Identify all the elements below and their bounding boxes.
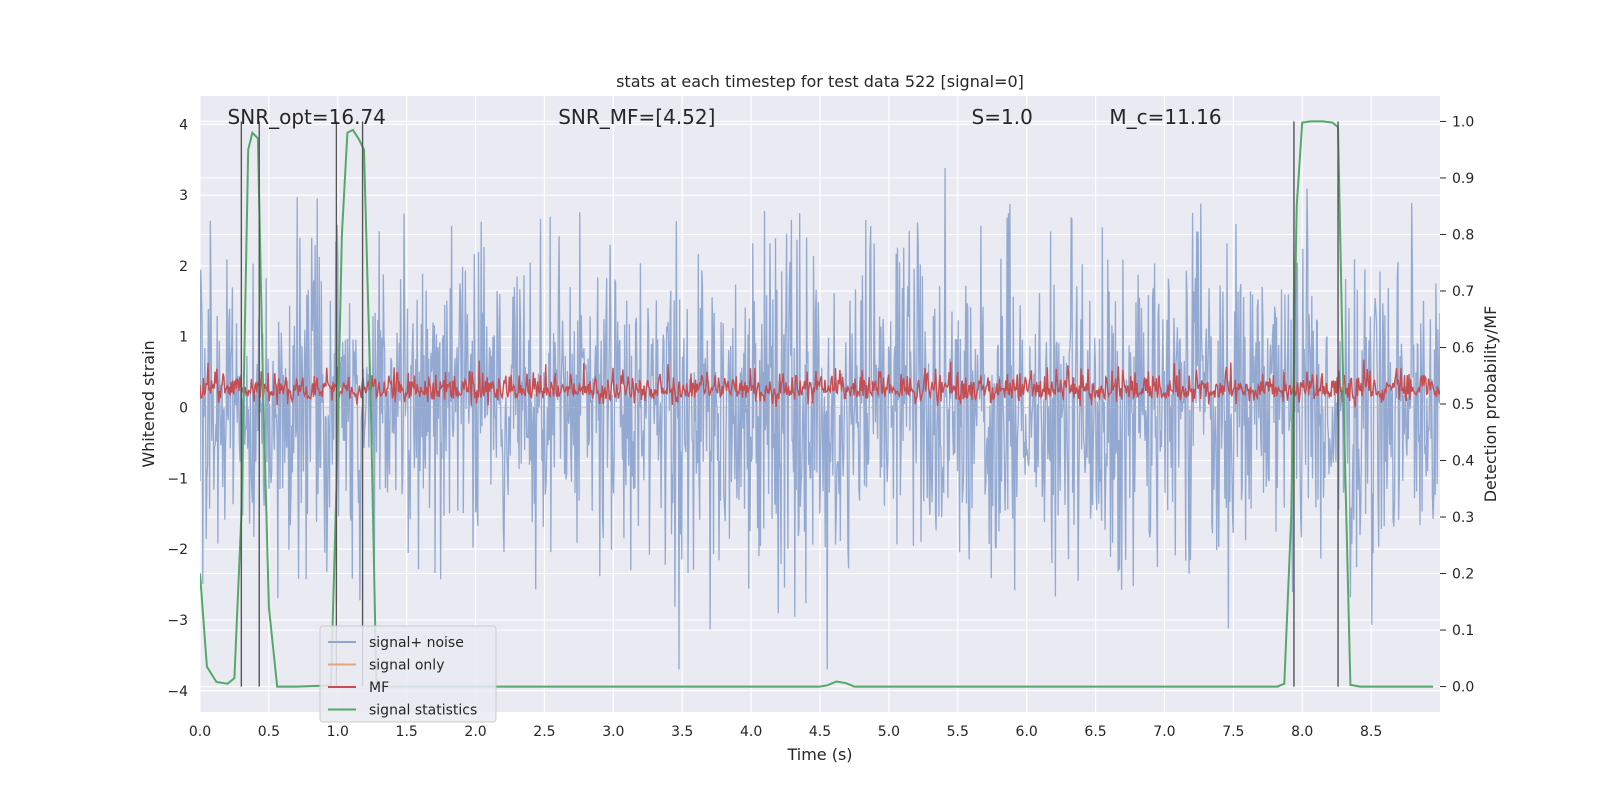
x-tick-label: 3.5 — [671, 724, 693, 740]
y-right-tick-label: 0.5 — [1452, 397, 1474, 413]
legend: signal+ noise signal only MF signal statist… — [319, 625, 497, 723]
annotation: S=1.0 — [972, 105, 1033, 129]
x-tick-label: 5.0 — [878, 724, 900, 740]
annotations: SNR_opt=16.74 SNR_MF=[4.52] S=1.0 M_c=11.16 — [228, 105, 1222, 129]
legend-box — [319, 625, 497, 723]
x-tick-label: 8.0 — [1291, 724, 1313, 740]
y-right-tick-label: 0.8 — [1452, 227, 1474, 243]
y-right-tick-label: 0.9 — [1452, 171, 1474, 187]
vertical-markers — [240, 121, 1339, 687]
x-tick-label: 7.5 — [1222, 724, 1244, 740]
x-tick-label: 0.0 — [189, 724, 211, 740]
chart-title: stats at each timestep for test data 522… — [616, 72, 1024, 91]
y-axis-title-right: Detection probability/MF — [1481, 306, 1500, 503]
y-right-tick-label: 0.0 — [1452, 680, 1474, 696]
legend-label: signal+ noise — [369, 635, 464, 651]
x-axis-title: Time (s) — [786, 745, 852, 764]
y-right-tick-label: 0.7 — [1452, 284, 1474, 300]
x-tick-label: 6.5 — [1084, 724, 1106, 740]
x-tick-label: 5.5 — [947, 724, 969, 740]
y-tick-label: −2 — [167, 542, 188, 558]
y-right-tick-label: 0.4 — [1452, 454, 1474, 470]
x-tick-label: 0.5 — [258, 724, 280, 740]
tick-labels: 0.0 0.5 1.0 1.5 2.0 2.5 3.0 3.5 4.0 4.5 5.0 5.5 6.0 6… — [167, 114, 1474, 740]
y-tick-label: 2 — [179, 259, 188, 275]
x-tick-label: 2.0 — [464, 724, 486, 740]
x-tick-label: 2.5 — [533, 724, 555, 740]
x-tick-label: 3.0 — [602, 724, 624, 740]
y-tick-label: −3 — [167, 613, 188, 629]
x-tick-label: 7.0 — [1153, 724, 1175, 740]
y-tick-label: 0 — [179, 401, 188, 417]
x-tick-label: 4.5 — [809, 724, 831, 740]
y-right-tick-label: 0.3 — [1452, 510, 1474, 526]
legend-label: MF — [369, 680, 389, 696]
y-axis-title: Whitened strain — [139, 340, 158, 467]
x-tick-label: 4.0 — [740, 724, 762, 740]
annotation: SNR_opt=16.74 — [228, 105, 386, 129]
y-tick-label: 4 — [179, 117, 188, 133]
y-right-tick-label: 0.1 — [1452, 623, 1474, 639]
annotation: M_c=11.16 — [1109, 105, 1221, 129]
x-tick-label: 1.5 — [396, 724, 418, 740]
x-tick-label: 6.0 — [1016, 724, 1038, 740]
x-tick-label: 8.5 — [1360, 724, 1382, 740]
y-right-tick-label: 0.6 — [1452, 340, 1474, 356]
y-tick-label: 3 — [179, 188, 188, 204]
y-tick-label: 1 — [179, 330, 188, 346]
legend-label: signal only — [369, 658, 444, 674]
y-right-tick-label: 0.2 — [1452, 567, 1474, 583]
x-tick-label: 1.0 — [327, 724, 349, 740]
y-tick-label: −1 — [167, 471, 188, 487]
series-mf — [200, 359, 1440, 408]
y-tick-label: −4 — [167, 684, 188, 700]
legend-label: signal statistics — [369, 703, 477, 719]
series-signal-plus-noise — [200, 167, 1440, 670]
annotation: SNR_MF=[4.52] — [558, 105, 715, 129]
y-right-tick-label: 1.0 — [1452, 114, 1474, 130]
